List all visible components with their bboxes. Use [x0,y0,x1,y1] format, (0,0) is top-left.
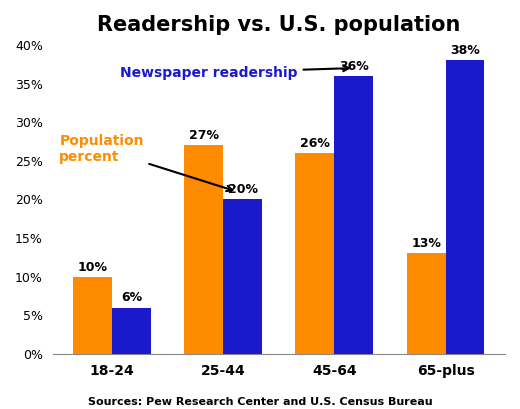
Bar [184,145,223,354]
Bar [407,254,446,354]
Text: 38%: 38% [450,44,480,57]
Text: Population
percent: Population percent [59,134,232,191]
Bar [223,200,262,354]
Bar [295,153,334,354]
Text: 26%: 26% [300,137,330,150]
Bar [73,276,112,354]
Text: Sources: Pew Research Center and U.S. Census Bureau: Sources: Pew Research Center and U.S. Ce… [88,397,432,407]
Text: Newspaper readership: Newspaper readership [121,65,349,80]
Bar [446,61,485,354]
Text: 27%: 27% [189,129,219,142]
Bar [334,76,373,354]
Text: 13%: 13% [411,237,441,250]
Title: Readership vs. U.S. population: Readership vs. U.S. population [97,15,461,35]
Text: 36%: 36% [339,60,369,73]
Text: 10%: 10% [77,261,108,274]
Bar [112,308,151,354]
Text: 6%: 6% [121,292,142,304]
Text: 20%: 20% [228,183,258,196]
